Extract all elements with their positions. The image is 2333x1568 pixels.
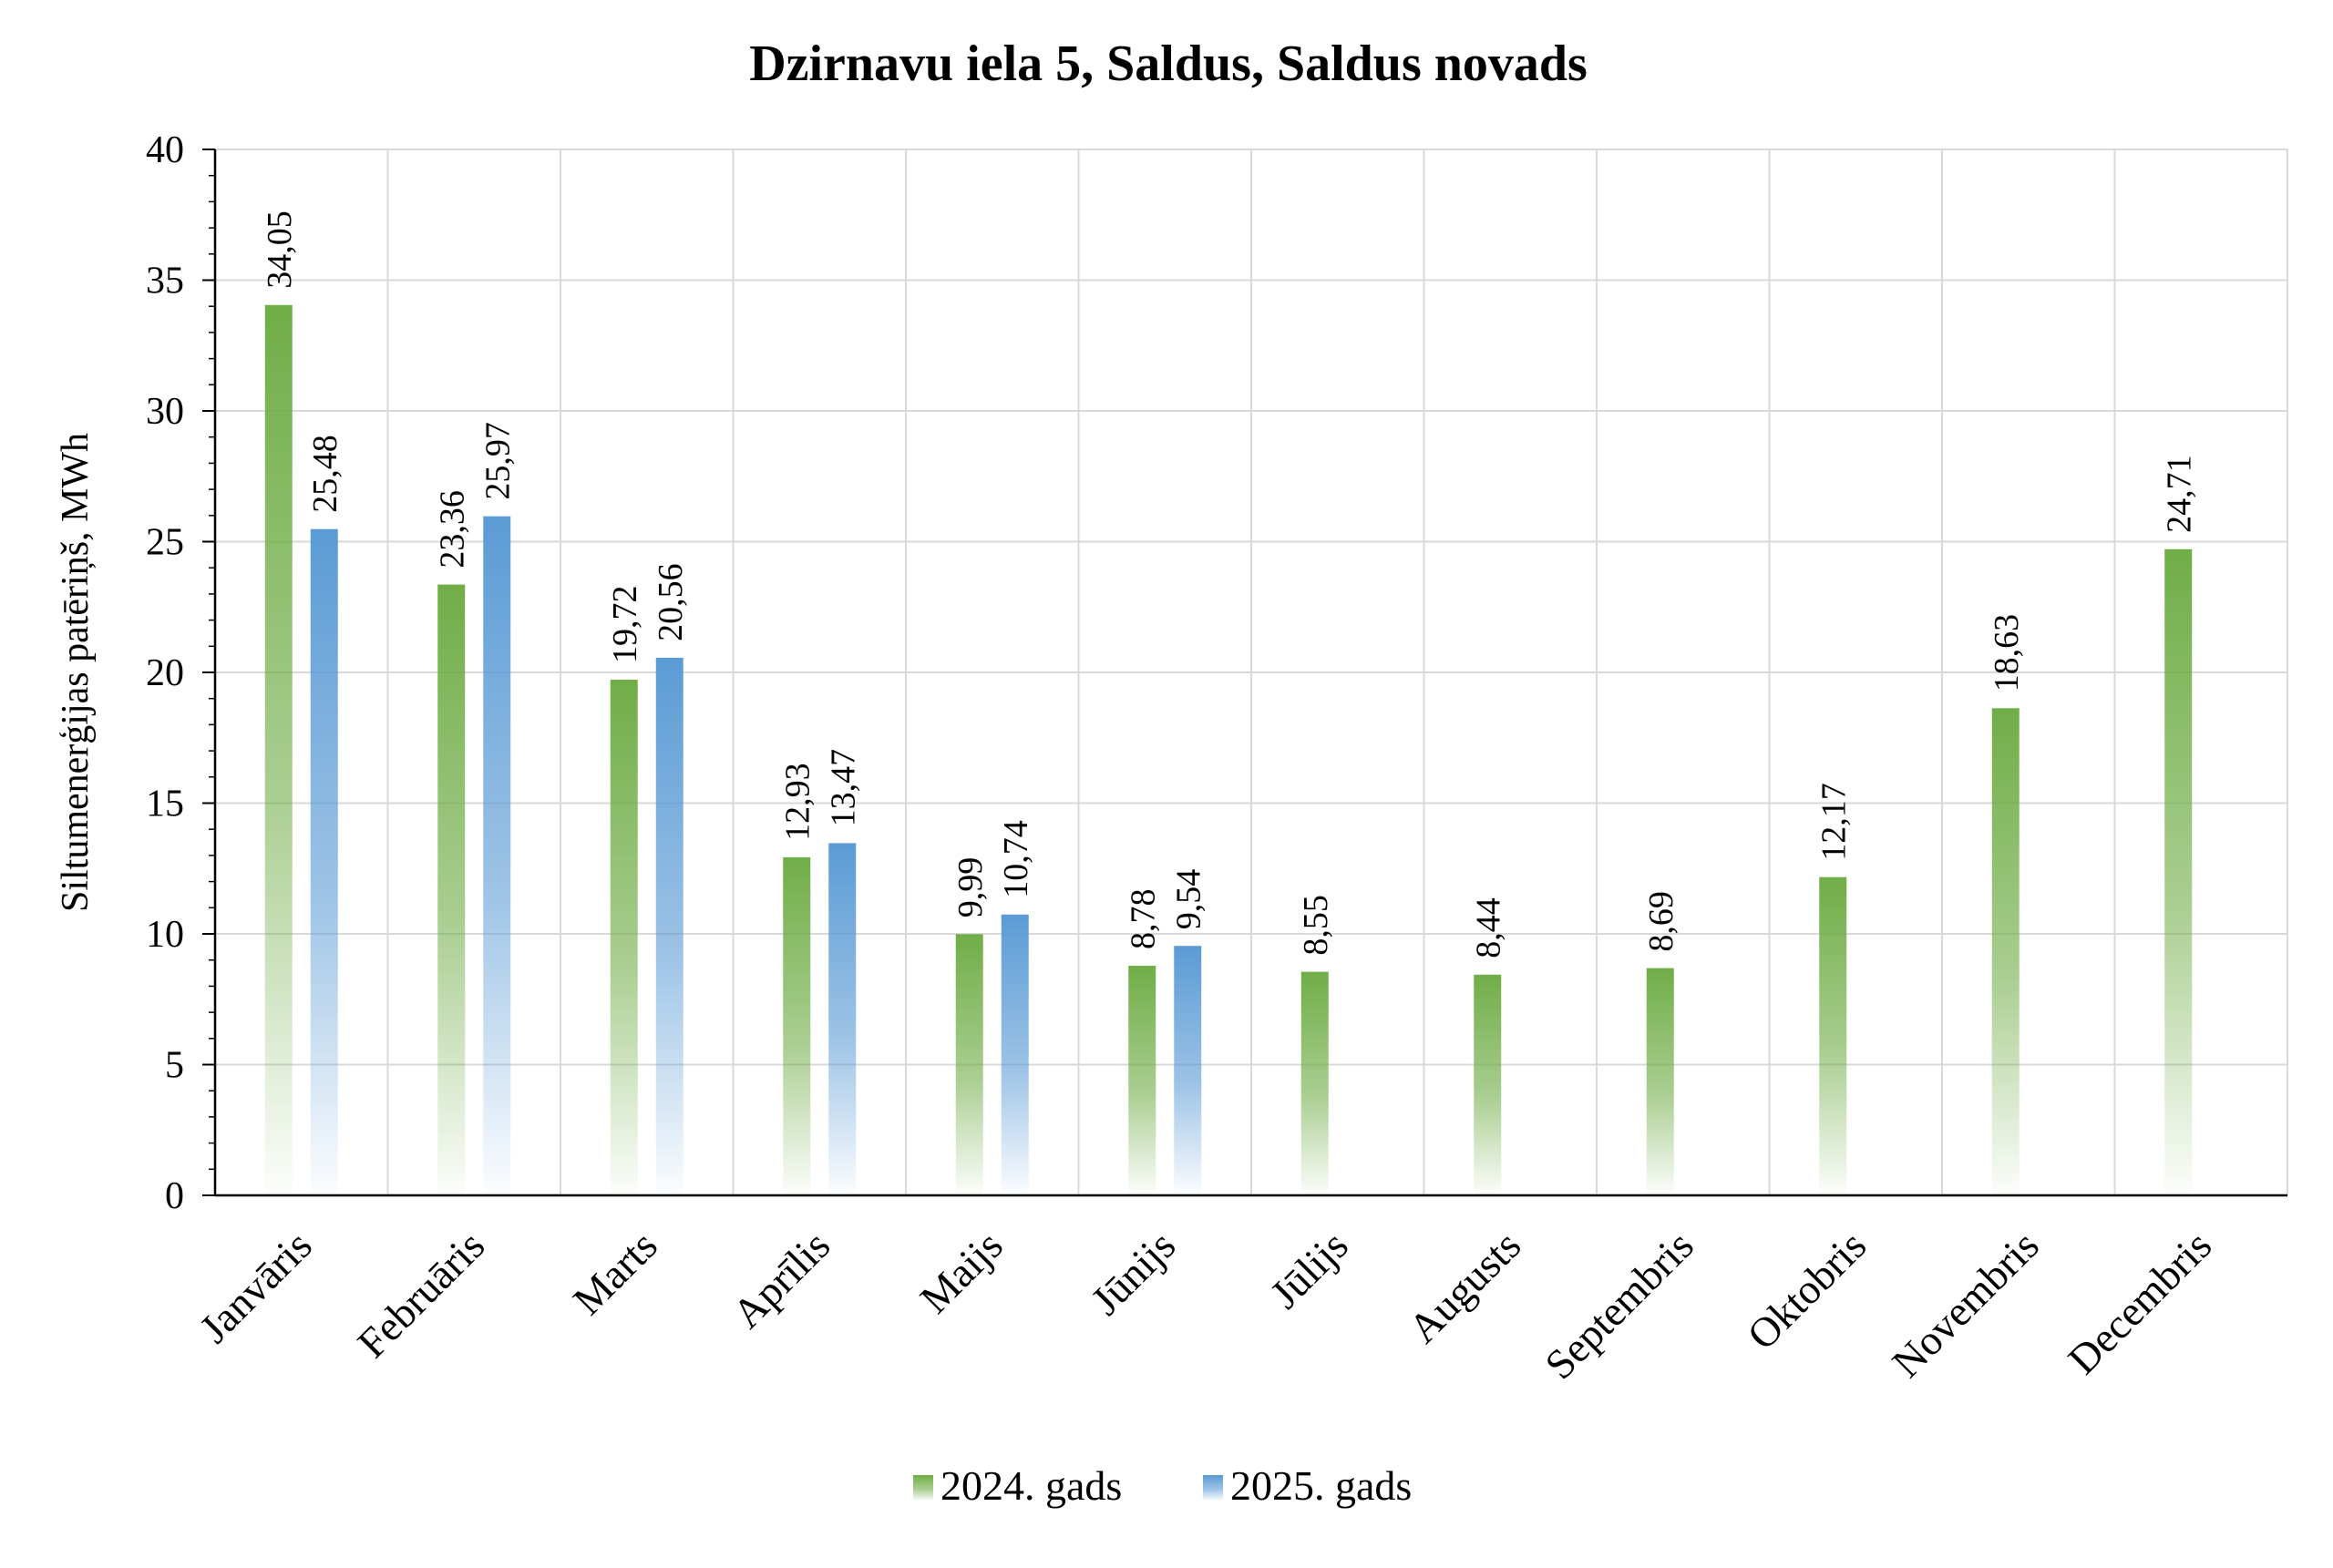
legend-label: 2025. gads bbox=[1230, 1462, 1412, 1509]
legend-swatch bbox=[1203, 1475, 1223, 1501]
bars bbox=[264, 304, 2193, 1195]
bar-2024-Jūnijs bbox=[1128, 966, 1156, 1195]
y-tick-label: 5 bbox=[165, 1045, 184, 1087]
y-tick-label: 0 bbox=[165, 1175, 184, 1217]
data-label: 25,97 bbox=[478, 422, 517, 500]
y-tick-label: 40 bbox=[146, 129, 184, 171]
bar-2024-Februāris bbox=[437, 584, 466, 1195]
y-axis-title: Siltumenerģijas patēriņš, MWh bbox=[55, 433, 97, 912]
bar-2024-Jūlijs bbox=[1300, 971, 1329, 1195]
data-label: 25,48 bbox=[306, 435, 344, 513]
data-label: 8,69 bbox=[1642, 891, 1680, 952]
y-tick-label: 30 bbox=[146, 391, 184, 433]
bar-2024-Augusts bbox=[1474, 974, 1502, 1195]
x-tick-label: Septembris bbox=[1536, 1222, 1701, 1388]
data-label: 8,78 bbox=[1124, 889, 1162, 950]
data-label: 9,99 bbox=[951, 857, 990, 918]
x-tick-label: Marts bbox=[564, 1222, 666, 1324]
bar-2025-Maijs bbox=[1001, 914, 1029, 1195]
legend-swatch bbox=[913, 1475, 933, 1501]
legend: 2024. gads 2025. gads bbox=[913, 1462, 1412, 1509]
x-tick-label: Februāris bbox=[348, 1222, 493, 1367]
bar-2024-Septembris bbox=[1646, 968, 1674, 1195]
x-tick-label: Aprīlis bbox=[724, 1222, 838, 1337]
y-tick-label: 20 bbox=[146, 652, 184, 694]
data-label: 18,63 bbox=[1988, 614, 2026, 692]
bar-2025-Februāris bbox=[483, 516, 511, 1195]
data-label: 19,72 bbox=[606, 586, 644, 664]
x-tick-label: Novembris bbox=[1883, 1222, 2048, 1387]
x-tick-label: Decembris bbox=[2059, 1222, 2220, 1383]
x-tick-label: Janvāris bbox=[190, 1222, 321, 1352]
data-label: 8,44 bbox=[1469, 897, 1507, 958]
y-tick-label: 10 bbox=[146, 914, 184, 956]
legend-label: 2024. gads bbox=[940, 1462, 1122, 1509]
y-tick-label: 35 bbox=[146, 261, 184, 302]
bar-2024-Maijs bbox=[955, 934, 983, 1195]
x-tick-label: Oktobris bbox=[1738, 1222, 1875, 1358]
bar-2024-Decembris bbox=[2164, 548, 2193, 1195]
data-label: 20,56 bbox=[652, 563, 690, 641]
data-label: 9,54 bbox=[1169, 869, 1208, 930]
data-label: 13,47 bbox=[824, 749, 862, 827]
x-tick-label: Augusts bbox=[1400, 1222, 1530, 1352]
bar-2025-Janvāris bbox=[310, 528, 338, 1195]
x-tick-label: Jūlijs bbox=[1261, 1222, 1357, 1317]
data-label: 12,93 bbox=[778, 763, 817, 841]
bar-2024-Novembris bbox=[1991, 708, 2020, 1195]
data-label: 23,36 bbox=[433, 490, 471, 569]
data-label: 8,55 bbox=[1297, 895, 1335, 956]
bar-2024-Marts bbox=[610, 680, 638, 1195]
data-label: 34,05 bbox=[261, 210, 299, 289]
bar-2025-Aprīlis bbox=[828, 843, 857, 1195]
data-label: 10,74 bbox=[997, 820, 1035, 898]
bar-2024-Aprīlis bbox=[783, 856, 811, 1195]
chart-title: Dzirnavu iela 5, Saldus, Saldus novads bbox=[749, 36, 1588, 92]
y-tick-label: 25 bbox=[146, 522, 184, 564]
data-label: 24,71 bbox=[2160, 455, 2198, 533]
x-tick-label: Jūnijs bbox=[1082, 1222, 1184, 1324]
bar-2024-Oktobris bbox=[1819, 876, 1847, 1195]
bar-2025-Marts bbox=[655, 657, 683, 1195]
bar-2025-Jūnijs bbox=[1174, 946, 1202, 1195]
gridlines bbox=[215, 149, 2288, 1195]
x-tick-label: Maijs bbox=[911, 1222, 1012, 1322]
bar-2024-Janvāris bbox=[264, 304, 293, 1195]
axes: 0 5 10 15 20 25 30 35 40 Janvāris Februāris Marts Ap… bbox=[146, 129, 2287, 1388]
y-tick-label: 15 bbox=[146, 784, 184, 825]
data-labels: 34,05 23,36 19,72 12,93 9,99 8,78 8,55 8,44 8,69… bbox=[261, 210, 2199, 958]
data-label: 12,17 bbox=[1814, 783, 1853, 861]
